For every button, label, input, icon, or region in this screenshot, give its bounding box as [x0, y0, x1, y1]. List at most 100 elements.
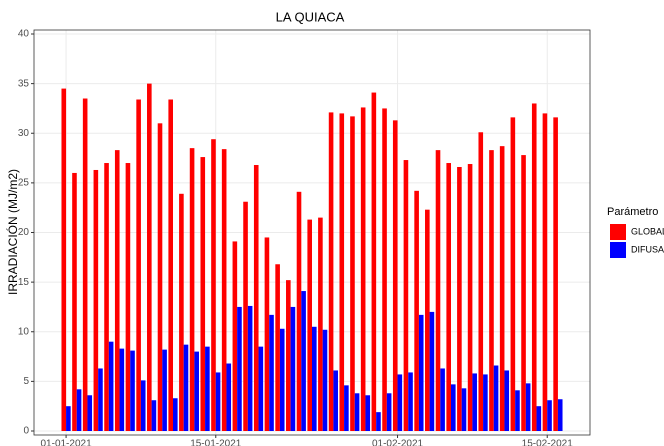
bar — [312, 326, 317, 431]
bar — [215, 372, 221, 431]
bar — [147, 83, 152, 431]
bar — [140, 380, 146, 431]
bar — [189, 148, 195, 431]
bar — [119, 348, 125, 431]
bar — [376, 412, 381, 431]
x-tick-label: 01-01-2021 — [40, 439, 92, 446]
x-tick-label: 15-02-2021 — [522, 439, 574, 446]
bar — [307, 219, 312, 431]
bar — [104, 163, 109, 431]
bar — [162, 349, 167, 431]
legend-label: DIFUSA — [631, 244, 664, 254]
bar — [418, 314, 424, 431]
bar — [183, 344, 189, 431]
bar — [440, 368, 445, 431]
bar — [221, 149, 227, 431]
bar — [237, 306, 242, 431]
bar — [76, 389, 82, 431]
bar — [168, 99, 173, 431]
bar — [429, 311, 435, 431]
bar — [72, 172, 77, 431]
bar — [531, 103, 537, 431]
plot-border — [33, 29, 591, 436]
bar — [360, 107, 366, 431]
bar — [247, 305, 253, 431]
bar — [130, 350, 135, 431]
y-tick-label: 10 — [18, 326, 30, 337]
bar — [179, 193, 184, 431]
legend-swatch — [610, 224, 626, 240]
bar — [98, 368, 103, 431]
bar — [504, 370, 510, 431]
bar — [365, 395, 371, 431]
bar — [457, 166, 462, 431]
bar — [339, 113, 345, 432]
bar — [258, 346, 264, 431]
bar — [414, 190, 419, 431]
bar — [446, 163, 451, 431]
bar — [344, 385, 349, 431]
bar — [136, 99, 141, 431]
x-tick-label: 01-02-2021 — [372, 439, 424, 446]
bar — [151, 400, 157, 431]
bar — [536, 406, 542, 431]
bar — [108, 341, 114, 431]
y-tick-label: 30 — [18, 128, 30, 139]
bar — [322, 329, 328, 431]
bar — [515, 390, 520, 431]
bar — [547, 400, 552, 431]
y-tick-label: 0 — [23, 426, 29, 437]
bar — [425, 209, 430, 431]
bar — [264, 237, 270, 431]
bar — [157, 123, 163, 431]
bar — [478, 132, 484, 431]
bar — [510, 117, 516, 432]
bar — [269, 314, 274, 431]
bar — [553, 117, 558, 432]
bar — [173, 398, 178, 431]
bar — [542, 113, 548, 432]
bar — [557, 399, 563, 431]
bar — [328, 112, 334, 431]
bar — [114, 150, 120, 431]
bar — [467, 164, 473, 431]
bar — [397, 374, 403, 431]
bar — [461, 388, 467, 431]
bar — [200, 157, 206, 431]
y-tick-label: 40 — [18, 29, 30, 40]
bar — [333, 370, 338, 431]
bar — [350, 116, 355, 431]
bar — [125, 163, 131, 431]
y-tick-label: 15 — [18, 277, 30, 288]
bar — [87, 395, 93, 431]
bar — [451, 384, 456, 431]
bar — [403, 160, 409, 432]
y-tick-label: 5 — [23, 376, 29, 387]
bar — [82, 98, 88, 431]
bar — [472, 373, 477, 431]
bar — [253, 165, 259, 431]
bar — [301, 291, 306, 431]
y-tick-label: 20 — [18, 227, 30, 238]
bar — [232, 241, 238, 431]
legend-title: Parámetro — [607, 206, 658, 218]
bar — [382, 108, 387, 431]
bar — [226, 363, 232, 431]
bar — [318, 217, 323, 431]
bar — [279, 328, 285, 431]
bar — [521, 155, 526, 431]
bar — [275, 264, 280, 431]
bar — [66, 406, 71, 431]
y-tick-label: 25 — [18, 178, 30, 189]
bar — [489, 150, 494, 431]
bar — [435, 150, 441, 431]
bar — [483, 374, 488, 431]
chart-title: LA QUIACA — [276, 9, 345, 24]
bar — [205, 346, 210, 431]
legend-label: GLOBAL — [631, 226, 664, 236]
bar — [286, 280, 291, 431]
bar — [243, 201, 248, 431]
bar — [194, 351, 199, 431]
bar — [371, 92, 377, 432]
